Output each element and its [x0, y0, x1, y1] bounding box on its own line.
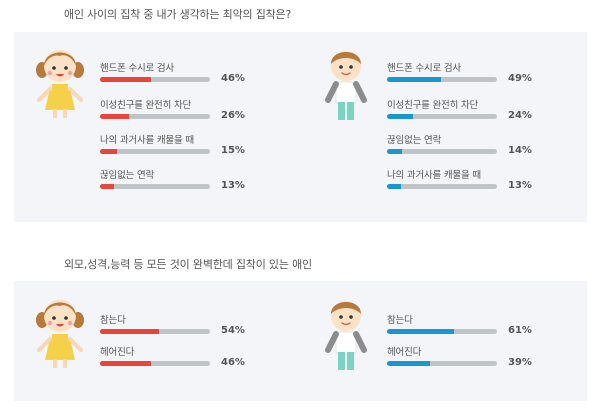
bar-track [387, 361, 497, 366]
stat-value: 14% [508, 145, 532, 156]
stat-value: 13% [221, 180, 245, 191]
bar-fill [387, 184, 402, 189]
stat-label: 핸드폰 수시로 검사 [387, 63, 461, 74]
bar-fill [387, 77, 441, 82]
stat-value: 54% [221, 325, 245, 336]
stat-label: 끊임없는 연락 [387, 135, 442, 146]
stat-value: 39% [508, 357, 532, 368]
bar-track [100, 149, 210, 154]
stat-label: 헤어진다 [100, 347, 135, 358]
stat-value: 26% [221, 110, 245, 121]
bar-fill [387, 114, 414, 119]
stat-label: 참는다 [100, 315, 126, 326]
boy-icon [325, 301, 367, 370]
bar-fill [100, 114, 129, 119]
bar-fill [387, 361, 430, 366]
boy-icon [325, 51, 367, 120]
bar-track [387, 329, 497, 334]
survey-title-1: 애인 사이의 집착 중 내가 생각하는 최악의 집착은? [64, 8, 292, 21]
stat-label: 핸드폰 수시로 검사 [100, 63, 174, 74]
stat-label: 나의 과거사를 캐물을 때 [100, 135, 194, 146]
stat-value: 49% [508, 73, 532, 84]
girl-icon [36, 50, 84, 118]
bar-track [100, 361, 210, 366]
stat-value: 15% [221, 145, 245, 156]
bar-track [100, 114, 210, 119]
stat-value: 24% [508, 110, 532, 121]
bar-fill [100, 77, 151, 82]
bar-track [387, 184, 497, 189]
stat-label: 이성친구를 완전히 차단 [387, 100, 479, 111]
bar-fill [387, 329, 455, 334]
bar-track [100, 184, 210, 189]
bar-fill [100, 329, 160, 334]
survey-panel-1 [14, 32, 587, 222]
stat-value: 61% [508, 325, 532, 336]
stat-label: 끊임없는 연락 [100, 170, 155, 181]
stat-label: 참는다 [387, 315, 413, 326]
bar-track [387, 77, 497, 82]
bar-fill [100, 149, 117, 154]
bar-track [100, 77, 210, 82]
stat-label: 헤어진다 [387, 347, 422, 358]
stat-label: 이성친구를 완전히 차단 [100, 100, 192, 111]
bar-track [387, 114, 497, 119]
girl-icon [36, 300, 84, 368]
bar-track [100, 329, 210, 334]
stat-value: 46% [221, 73, 245, 84]
stat-label: 나의 과거사를 캐물을 때 [387, 170, 481, 181]
survey-title-2: 외모,성격,능력 등 모든 것이 완벽한데 집착이 있는 애인 [64, 258, 312, 271]
bar-track [387, 149, 497, 154]
stat-value: 46% [221, 357, 245, 368]
bar-fill [100, 184, 115, 189]
survey-panel-2 [14, 281, 587, 401]
stat-value: 13% [508, 180, 532, 191]
bar-fill [387, 149, 403, 154]
bar-fill [100, 361, 151, 366]
